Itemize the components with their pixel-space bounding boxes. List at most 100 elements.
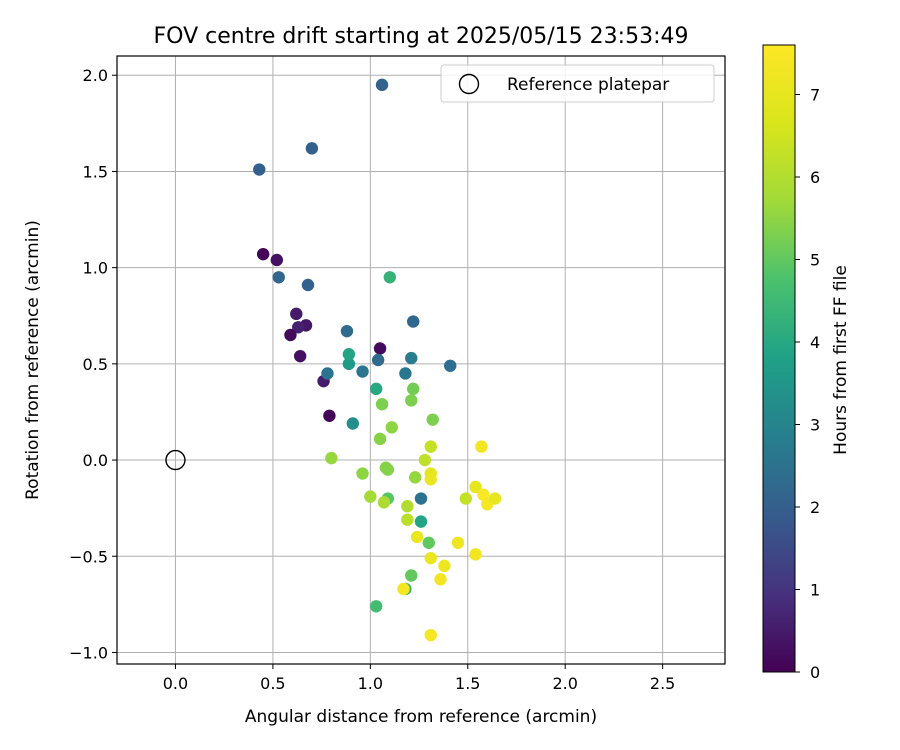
data-point [424,473,437,486]
data-point [373,342,387,355]
data-point [408,471,422,484]
grid-lines [117,56,725,664]
data-point [459,492,473,505]
y-tick-label: 1.5 [83,162,108,181]
data-point [438,559,451,573]
data-point [373,432,387,446]
data-point [424,628,437,642]
chart-title: FOV centre drift starting at 2025/05/15 … [154,24,689,49]
data-point [477,488,490,501]
data-point [469,480,482,494]
colorbar-tick-label: 0 [810,663,820,682]
data-point [325,451,338,465]
y-tick-label: 0.0 [83,451,108,470]
data-point [321,367,334,380]
data-point [340,324,354,338]
data-point [405,351,418,365]
data-point [305,142,319,155]
x-tick-label: 0.0 [163,674,188,693]
data-point [323,409,336,422]
y-tick-label: 0.5 [83,355,108,374]
data-point [424,551,437,565]
data-point [346,417,359,430]
data-point [418,453,432,467]
data-point [469,548,482,561]
colorbar-tick-label: 7 [810,86,820,105]
y-axis-ticks: −1.0 −0.5 0.0 0.5 1.0 1.5 2.0 [69,66,117,662]
data-point [290,307,303,321]
reference-marker [165,449,186,471]
colorbar: 0 1 2 3 4 5 6 7 Hours from first FF file [762,44,851,682]
data-point [405,569,418,582]
y-tick-label: 2.0 [83,66,108,85]
data-point [401,513,414,526]
reference-platepar-point [165,449,186,471]
data-point [401,500,414,513]
colorbar-tick-label: 2 [810,498,820,517]
data-points [253,78,502,642]
data-point [369,600,383,613]
data-point [270,253,283,267]
colorbar-ticks: 0 1 2 3 4 5 6 7 [795,86,820,682]
data-point [424,440,437,453]
data-point [342,357,356,371]
data-point [284,328,297,342]
y-axis-label: Rotation from reference (arcmin) [23,220,43,500]
data-point [377,496,391,509]
y-tick-label: −0.5 [69,547,108,566]
data-point [475,440,488,453]
data-point [399,367,412,380]
data-point [444,359,457,372]
data-point [451,536,465,549]
data-point [375,78,389,92]
y-tick-label: 1.0 [83,259,108,278]
data-point [342,348,356,361]
data-point [356,365,369,378]
legend-label: Reference platepar [507,75,669,95]
data-point [385,421,398,434]
x-axis-label: Angular distance from reference (arcmin) [245,707,597,727]
data-point [253,163,266,176]
data-point [410,530,424,544]
data-point [414,492,428,505]
plot-frame [116,55,726,665]
x-tick-label: 1.5 [455,674,480,693]
data-point [426,413,439,426]
data-point [356,467,369,480]
x-tick-label: 0.5 [260,674,285,693]
data-point [397,582,410,596]
data-point [488,492,502,505]
data-point [292,321,305,334]
data-point [407,382,420,396]
x-tick-label: 2.0 [552,674,577,693]
data-point [256,247,270,261]
x-tick-label: 2.5 [650,674,675,693]
data-point [371,353,385,367]
x-tick-label: 1.0 [358,674,383,693]
legend: Reference platepar [440,64,715,103]
data-point [381,463,395,476]
data-point [407,315,420,328]
x-axis-ticks: 0.0 0.5 1.0 1.5 2.0 2.5 [163,664,675,693]
data-point [272,271,285,284]
colorbar-tick-label: 1 [810,581,820,600]
data-point [364,490,377,503]
colorbar-tick-label: 5 [810,251,820,270]
data-point [293,349,307,363]
data-point [422,536,435,549]
data-point [375,398,389,411]
data-point [369,382,383,396]
y-tick-label: −1.0 [69,643,108,662]
data-point [405,394,418,407]
colorbar-tick-label: 3 [810,416,820,435]
data-point [383,271,397,284]
colorbar-label: Hours from first FF file [831,265,851,455]
colorbar-tick-label: 4 [810,333,820,352]
legend-box [440,64,715,103]
data-point [434,573,447,586]
legend-marker-icon [458,73,480,95]
data-point [414,515,428,528]
data-point [301,278,315,292]
colorbar-tick-label: 6 [810,168,820,187]
